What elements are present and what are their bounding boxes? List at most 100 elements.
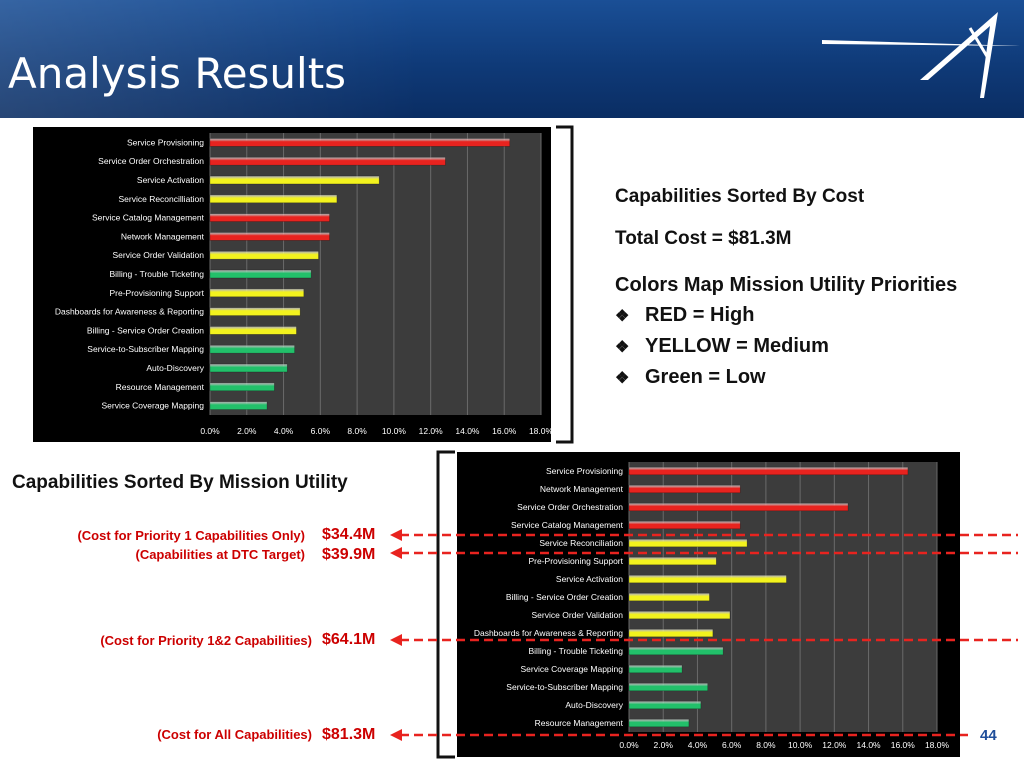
arrow-head-1 — [390, 529, 402, 541]
utility-chart-bar-yellow — [628, 610, 731, 620]
cost-chart-category-label: Service Provisioning — [127, 137, 204, 147]
cost-chart-bar-yellow — [209, 175, 380, 185]
diamond-bullet-icon: ❖ — [615, 370, 630, 387]
cost-chart-x-tick-label: 2.0% — [237, 426, 257, 436]
utility-chart-bar-green — [628, 646, 724, 656]
utility-chart-x-tick-label: 18.0% — [925, 740, 950, 750]
cost-chart-bar-yellow — [209, 326, 297, 335]
cost-chart-category-label: Billing - Trouble Ticketing — [110, 269, 205, 279]
annotation-note-4: (Cost for All Capabilities) — [157, 727, 312, 742]
utility-chart-bar-green — [628, 718, 690, 728]
diamond-bullet-icon: ❖ — [615, 339, 630, 356]
cost-chart-category-label: Service Order Validation — [113, 250, 205, 260]
cost-chart-category-label: Service Catalog Management — [92, 213, 205, 223]
diamond-bullet-icon: ❖ — [615, 308, 630, 325]
bottom-bracket — [436, 450, 455, 759]
total-cost-label: Total Cost = $81.3M — [615, 228, 792, 249]
utility-chart-category-label: Service Coverage Mapping — [520, 664, 623, 674]
cost-chart-x-tick-label: 4.0% — [274, 426, 294, 436]
annotation-amount-2: $39.9M — [322, 546, 376, 563]
utility-chart-category-label: Auto-Discovery — [565, 700, 623, 710]
utility-chart-category-label: Network Management — [540, 484, 624, 494]
cost-chart-svg: 0.0% 2.0% 4.0% 6.0% 8.0% 10.0% 12.0% 14.0% 16.0%… — [55, 133, 551, 436]
cost-chart-bar-green — [209, 363, 288, 373]
legend-item-yellow: ❖ YELLOW = Medium — [615, 335, 829, 358]
utility-chart-x-tick-label: 16.0% — [891, 740, 916, 750]
color-map-heading: Colors Map Mission Utility Priorities — [615, 274, 958, 296]
legend-item-label: Green = Low — [645, 366, 766, 388]
utility-chart-category-label: Service Order Orchestration — [517, 502, 623, 512]
cost-sorted-chart: 0.0% 2.0% 4.0% 6.0% 8.0% 10.0% 12.0% 14.0% 16.0%… — [33, 127, 551, 442]
cost-chart-bar-green — [209, 269, 312, 279]
utility-chart-x-tick-label: 4.0% — [688, 740, 708, 750]
slide-title: Analysis Results — [8, 49, 347, 98]
cost-chart-bar-yellow — [209, 250, 319, 260]
legend-item-label: RED = High — [645, 304, 755, 326]
annotation-note-1: (Cost for Priority 1 Capabilities Only) — [77, 528, 305, 543]
utility-chart-bar-red — [628, 484, 741, 494]
legend-item-red: ❖ RED = High — [615, 304, 754, 327]
utility-chart-x-tick-label: 6.0% — [722, 740, 742, 750]
cost-chart-bar-green — [209, 344, 295, 354]
utility-chart-bar-green — [628, 682, 709, 692]
cost-chart-category-label: Service Reconcilliation — [118, 194, 204, 204]
cost-chart-x-tick-label: 12.0% — [419, 426, 444, 436]
utility-chart-bar-yellow — [628, 538, 748, 548]
cost-chart-category-label: Service-to-Subscriber Mapping — [87, 344, 204, 354]
utility-chart-x-tick-label: 0.0% — [619, 740, 639, 750]
cost-chart-x-tick-label: 0.0% — [200, 426, 220, 436]
utility-chart-bar-yellow — [628, 592, 710, 602]
cost-chart-category-label: Pre-Provisioning Support — [110, 288, 205, 298]
cost-chart-category-label: Auto-Discovery — [146, 363, 204, 373]
utility-chart-bar-red — [628, 502, 849, 512]
cost-chart-category-label: Dashboards for Awareness & Reporting — [55, 307, 204, 317]
dashed-lines — [400, 533, 1018, 737]
cost-chart-bar-red — [209, 232, 330, 241]
annotation-amount-1: $34.4M — [322, 526, 376, 543]
utility-chart-category-label: Resource Management — [535, 718, 624, 728]
cost-chart-x-tick-label: 14.0% — [455, 426, 480, 436]
utility-chart-category-label: Service Reconciliation — [539, 538, 623, 548]
annotation-note-2: (Capabilities at DTC Target) — [135, 547, 305, 562]
cost-chart-x-tick-label: 8.0% — [347, 426, 367, 436]
utility-chart-category-label: Pre-Provisioning Support — [529, 556, 624, 566]
header-shine — [0, 0, 420, 118]
utility-chart-bar-green — [628, 700, 702, 710]
utility-chart-svg: 0.0% 2.0% 4.0% 6.0% 8.0% 10.0% 12.0% 14.0% 16.0%… — [474, 462, 950, 750]
utility-chart-category-label: Dashboards for Awareness & Reporting — [474, 628, 623, 638]
utility-chart-x-tick-label: 14.0% — [857, 740, 882, 750]
utility-chart-x-tick-label: 8.0% — [756, 740, 776, 750]
utility-chart-bar-green — [628, 664, 683, 674]
cost-chart-bar-red — [209, 213, 330, 222]
header-bar: Analysis Results — [0, 0, 1024, 118]
utility-chart-category-label: Billing - Trouble Ticketing — [529, 646, 624, 656]
cost-chart-bar-green — [209, 382, 275, 392]
cost-chart-x-tick-label: 16.0% — [492, 426, 517, 436]
utility-chart-category-label: Billing - Service Order Creation — [506, 592, 623, 602]
cost-chart-category-label: Service Activation — [137, 175, 204, 185]
cost-chart-bar-green — [209, 401, 268, 410]
page-number: 44 — [980, 727, 997, 744]
utility-chart-x-tick-label: 10.0% — [788, 740, 813, 750]
utility-chart-bar-red — [628, 520, 741, 530]
cost-sort-heading: Capabilities Sorted By Cost — [615, 186, 865, 207]
cost-chart-bar-yellow — [209, 194, 338, 204]
cost-chart-x-tick-label: 6.0% — [311, 426, 331, 436]
utility-chart-category-label: Service Provisioning — [546, 466, 623, 476]
arrow-head-2 — [390, 547, 402, 559]
legend-item-green: ❖ Green = Low — [615, 366, 766, 389]
cost-chart-category-label: Service Order Orchestration — [98, 156, 204, 166]
arrowheads — [390, 529, 402, 741]
utility-chart-x-tick-label: 2.0% — [654, 740, 674, 750]
star-streak-logo — [822, 12, 1020, 98]
utility-chart-bar-yellow — [628, 628, 714, 638]
annotation-note-3: (Cost for Priority 1&2 Capabilities) — [100, 633, 312, 648]
cost-chart-category-label: Billing - Service Order Creation — [87, 325, 204, 335]
utility-sorted-chart: 0.0% 2.0% 4.0% 6.0% 8.0% 10.0% 12.0% 14.0% 16.0%… — [457, 452, 960, 757]
cost-chart-bar-red — [209, 138, 511, 147]
utility-chart-bar-yellow — [628, 556, 717, 566]
cost-chart-bar-red — [209, 156, 446, 166]
cost-chart-bar-yellow — [209, 288, 305, 298]
utility-chart-category-label: Service Catalog Management — [511, 520, 624, 530]
